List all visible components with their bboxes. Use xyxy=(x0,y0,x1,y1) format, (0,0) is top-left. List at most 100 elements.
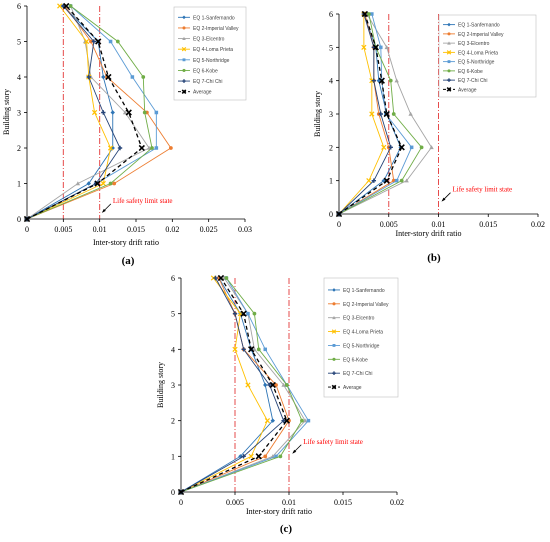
data-point xyxy=(108,181,113,186)
legend-label: Average xyxy=(343,385,362,391)
data-point xyxy=(115,39,120,44)
legend-marker xyxy=(182,26,186,30)
data-point xyxy=(240,310,247,317)
data-point xyxy=(284,383,289,387)
y-tick-label: 3 xyxy=(329,110,333,119)
data-point xyxy=(303,418,308,423)
legend-item: Average xyxy=(178,89,212,96)
legend-label: EQ 2-Imperial Valley xyxy=(458,32,504,38)
y-tick-label: 4 xyxy=(17,73,21,82)
data-point xyxy=(263,454,268,459)
legend-marker xyxy=(331,329,337,334)
data-point xyxy=(154,110,159,115)
series-7 xyxy=(24,3,123,222)
legend: EQ 1-Sanfernando EQ 2-Imperial Valley EQ 3… xyxy=(173,6,247,101)
data-point xyxy=(94,180,101,187)
x-tick-label: 0.005 xyxy=(380,220,398,229)
data-point xyxy=(335,210,343,218)
data-point xyxy=(263,382,268,388)
x-axis-label: Inter-story drift ratio xyxy=(93,238,159,247)
legend-label: EQ 1-Sanfernando xyxy=(193,15,235,21)
legend-label: EQ 3-Elcentro xyxy=(458,41,490,47)
chart-panel-2: 0 0.005 0.01 0.015 0.02 0 1 2 3 4 5 6 Inter-story dr… xyxy=(156,274,404,535)
legend-item: EQ 3-Elcentro xyxy=(328,316,375,322)
legend-box xyxy=(323,277,399,398)
series-8 xyxy=(23,2,145,223)
data-point xyxy=(142,110,147,115)
data-point xyxy=(283,417,291,424)
data-point xyxy=(91,109,98,116)
data-point xyxy=(68,4,73,8)
legend-item: EQ 3-Elcentro xyxy=(443,41,490,47)
legend-marker xyxy=(447,22,451,27)
panel-label: (a) xyxy=(122,255,135,267)
legend-label: EQ 6-Kobe xyxy=(458,69,483,75)
y-tick-label: 2 xyxy=(171,417,175,426)
legend: EQ 1-Sanfernando EQ 2-Imperial Valley EQ 3… xyxy=(438,14,537,98)
data-point xyxy=(281,418,286,423)
legend-label: EQ 7-Chi Chi xyxy=(343,371,372,377)
legend-marker xyxy=(447,69,451,73)
data-point xyxy=(263,347,267,352)
data-point xyxy=(75,181,81,186)
y-tick-label: 6 xyxy=(329,10,333,19)
series-6 xyxy=(25,4,154,221)
data-point xyxy=(125,109,132,116)
data-point xyxy=(122,110,128,115)
data-point xyxy=(95,38,102,45)
series-line xyxy=(26,5,112,220)
y-tick-label: 1 xyxy=(329,177,333,186)
panel-label: (c) xyxy=(280,523,293,535)
legend-marker xyxy=(447,32,451,36)
data-point xyxy=(264,418,271,424)
data-point xyxy=(130,75,135,79)
data-point xyxy=(213,275,218,281)
data-point xyxy=(361,10,369,18)
series-line xyxy=(180,277,274,493)
legend-label: EQ 2-Imperial Valley xyxy=(193,26,239,32)
y-tick-label: 0 xyxy=(329,210,333,219)
data-point xyxy=(86,74,91,80)
data-point xyxy=(378,77,385,84)
data-point xyxy=(117,145,123,151)
series-8 xyxy=(335,10,405,218)
annotation-label: Life safety limit state xyxy=(303,438,363,446)
data-point xyxy=(267,382,272,388)
data-point xyxy=(369,111,375,117)
legend-marker xyxy=(331,384,337,390)
series-8 xyxy=(177,274,291,496)
y-tick-label: 2 xyxy=(329,143,333,152)
data-point xyxy=(270,418,275,423)
legend-label: EQ 7-Chi Chi xyxy=(193,79,222,85)
legend-marker xyxy=(332,315,336,320)
legend-marker xyxy=(446,87,452,92)
series-line xyxy=(180,277,268,493)
data-point xyxy=(150,146,154,150)
legend-item: EQ 5-Northridge xyxy=(328,343,380,349)
legend-item: Average xyxy=(443,87,477,93)
x-tick-label: 0.015 xyxy=(127,225,145,234)
data-point xyxy=(383,110,390,118)
legend-marker xyxy=(332,343,336,347)
series-5 xyxy=(25,4,159,221)
y-tick-label: 5 xyxy=(17,38,21,47)
annotation-arrowhead xyxy=(101,208,106,213)
data-point xyxy=(110,110,115,115)
legend-label: EQ 7-Chi Chi xyxy=(458,78,487,84)
legend-marker xyxy=(182,58,186,62)
legend-item: EQ 5-Northridge xyxy=(443,60,495,66)
legend-label: EQ 1-Sanfernando xyxy=(458,23,500,29)
legend-item: EQ 6-Kobe xyxy=(178,68,218,74)
data-point xyxy=(232,346,238,352)
chart-panel-1: 0 0.005 0.01 0.015 0.02 0 1 2 3 4 5 6 Inter-story dr… xyxy=(313,10,545,264)
y-tick-label: 0 xyxy=(171,488,175,497)
data-point xyxy=(300,418,304,423)
data-point xyxy=(361,44,367,50)
legend-marker xyxy=(181,46,187,52)
data-point xyxy=(278,454,283,459)
x-tick-label: 0.005 xyxy=(54,225,72,234)
data-point xyxy=(91,39,97,44)
legend-marker xyxy=(446,50,452,55)
data-point xyxy=(101,110,106,115)
